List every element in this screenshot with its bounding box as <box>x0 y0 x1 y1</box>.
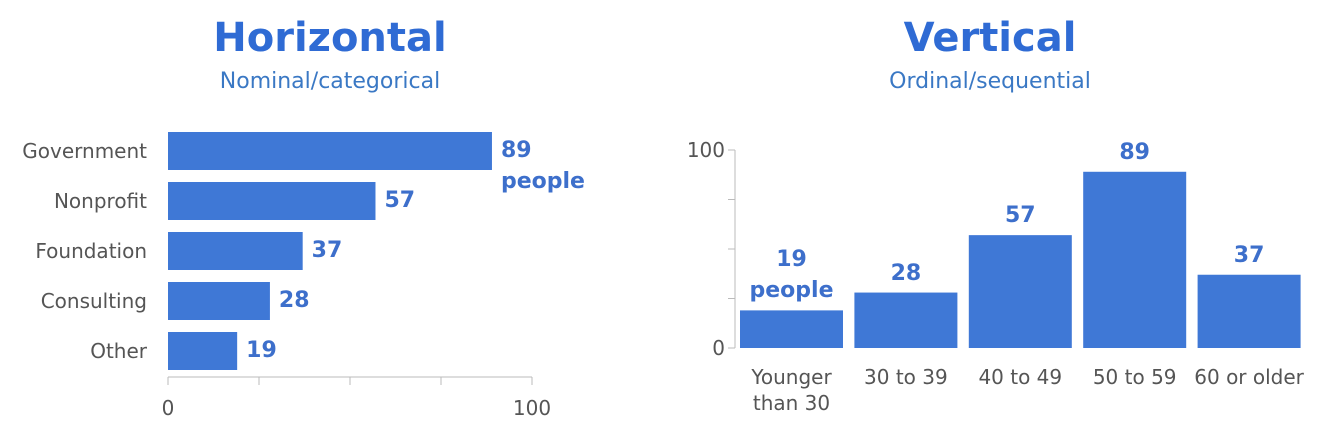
value-label: 37 <box>1233 242 1265 268</box>
category-label: 60 or older <box>1194 365 1304 389</box>
bar <box>168 282 270 320</box>
bar <box>168 182 376 220</box>
x-tick-label: 100 <box>512 396 552 420</box>
category-label: Government <box>22 139 147 163</box>
value-label: 89 <box>1119 139 1150 165</box>
category-label: 40 to 49 <box>978 365 1063 389</box>
bar <box>740 310 843 348</box>
x-tick-label: 0 <box>161 396 175 420</box>
y-tick-label: 100 <box>686 138 725 162</box>
category-label: Other <box>90 339 147 363</box>
bar <box>854 292 958 348</box>
value-label: 28 <box>890 260 922 286</box>
chart-title: Horizontal <box>213 15 447 61</box>
chart-subtitle: Ordinal/sequential <box>889 69 1091 94</box>
value-label: 37 <box>311 238 343 263</box>
category-label: 50 to 59 <box>1092 365 1177 389</box>
chart-title: Vertical <box>903 15 1077 61</box>
category-label: Consulting <box>40 289 147 313</box>
value-label: 19 <box>246 338 277 363</box>
bar <box>168 232 303 270</box>
category-label: Foundation <box>35 239 147 263</box>
value-label: 28 <box>278 288 310 313</box>
bar <box>168 132 492 170</box>
value-label: 57 <box>1004 203 1036 229</box>
bar <box>1083 171 1187 348</box>
bar <box>168 332 238 370</box>
category-label: 30 to 39 <box>864 365 948 389</box>
y-tick-label: 0 <box>712 336 725 360</box>
category-label: Younger than 30 <box>751 365 832 415</box>
category-label: Nonprofit <box>53 189 147 213</box>
value-label: 19 people <box>749 247 834 304</box>
bar <box>1197 274 1301 348</box>
chart-subtitle: Nominal/categorical <box>219 69 441 94</box>
value-label: 89 people <box>500 138 585 194</box>
value-label: 57 <box>384 188 416 213</box>
bar <box>968 235 1072 348</box>
